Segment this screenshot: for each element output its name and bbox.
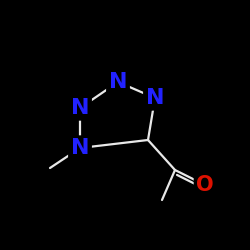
Text: N: N [146,88,164,108]
Text: N: N [71,98,89,118]
Text: N: N [71,138,89,158]
Text: N: N [109,72,127,92]
Text: O: O [196,175,214,195]
